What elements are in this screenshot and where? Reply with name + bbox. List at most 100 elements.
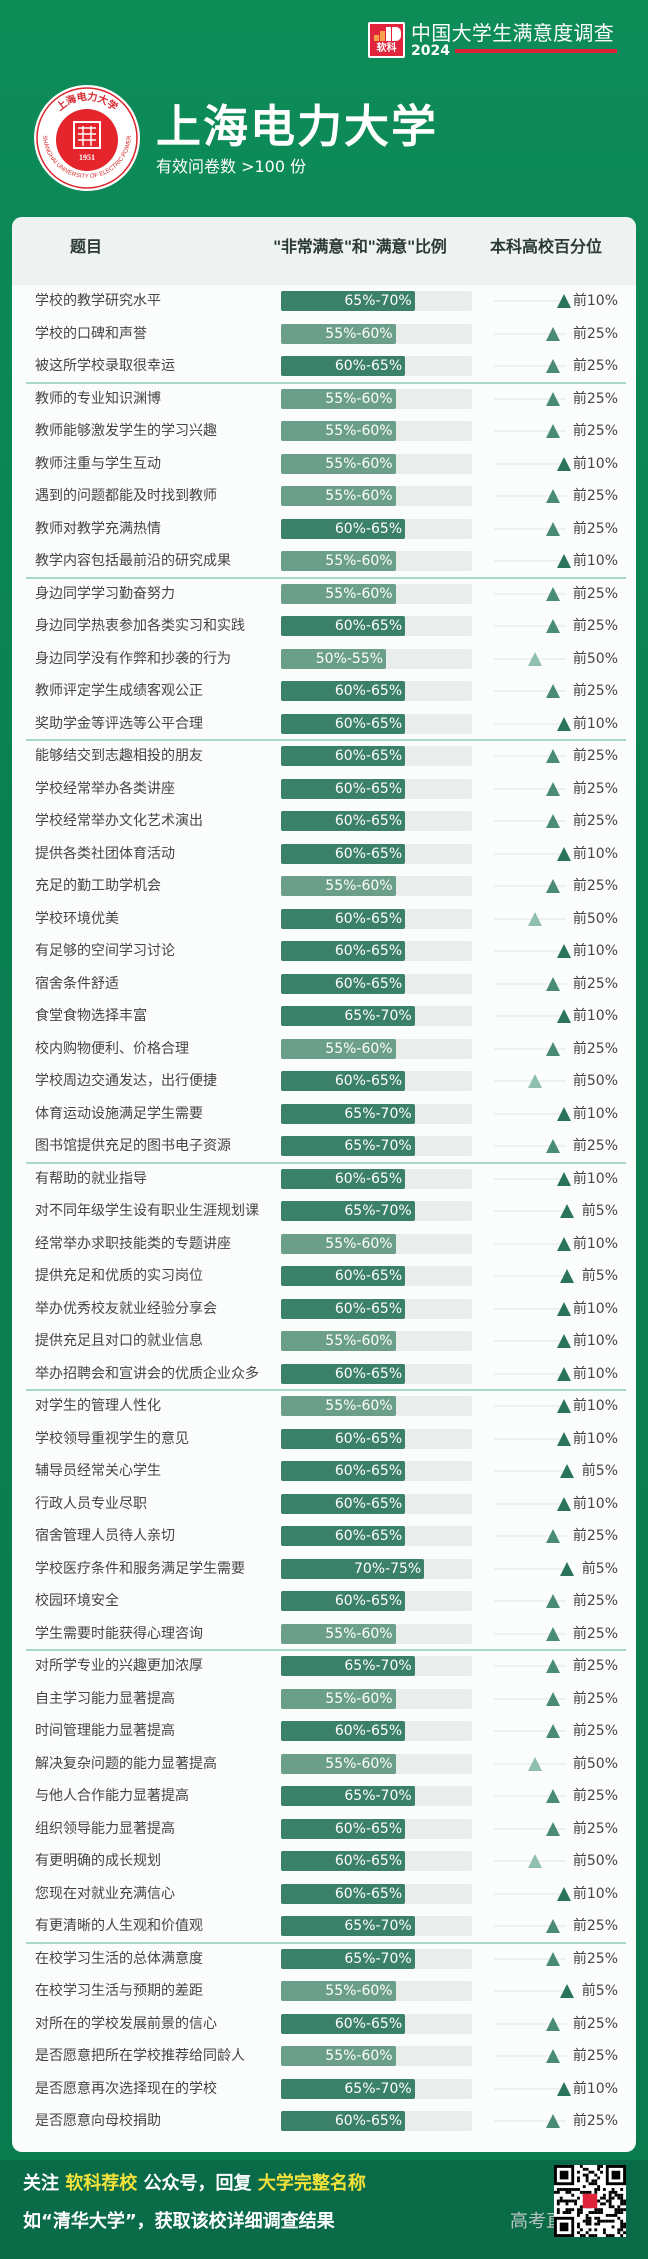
ratio-bar: 60%-65% — [281, 1266, 406, 1286]
table-row: 学校领导重视学生的意见 60%-65% 前10% — [12, 1423, 636, 1456]
ratio-bar-track: 60%-65% — [281, 908, 472, 929]
percentile-value: 前25% — [572, 1788, 618, 1804]
item-label: 学校周边交通发达，出行便捷 — [35, 1073, 217, 1089]
triangle-up-icon — [557, 1301, 571, 1316]
survey-title: 中国大学生满意度调查 — [411, 21, 614, 45]
percentile-track — [494, 495, 566, 497]
percentile-value: 前25% — [572, 2015, 618, 2032]
ratio-bar-track: 55%-60% — [281, 583, 472, 604]
percentile-track — [494, 1925, 566, 1927]
table-row: 经常举办求职技能类的专题讲座 55%-60% 前10% — [12, 1228, 636, 1261]
percentile-value: 前50% — [572, 650, 618, 667]
triangle-up-icon — [546, 1659, 560, 1673]
ratio-bar-track: 60%-65% — [281, 1851, 472, 1871]
ratio-bar-track: 60%-65% — [281, 1526, 472, 1546]
ratio-bar-track: 60%-65% — [281, 1818, 472, 1839]
percentile-value: 前10% — [572, 1170, 618, 1187]
item-label: 您现在对就业充满信心 — [35, 1885, 175, 1902]
triangle-up-icon — [528, 911, 542, 926]
triangle-up-icon — [560, 1464, 574, 1478]
ratio-bar-track: 60%-65% — [281, 1721, 472, 1741]
triangle-up-icon — [546, 976, 560, 991]
table-row: 组织领导能力显著提高 60%-65% 前25% — [12, 1813, 636, 1846]
percentile-value: 前25% — [572, 2113, 618, 2129]
table-row: 在校学习生活的总体满意度 65%-70% 前25% — [12, 1943, 636, 1976]
ratio-bar: 60%-65% — [281, 1883, 406, 1904]
ratio-bar: 55%-60% — [281, 1753, 396, 1774]
item-label: 提供充足和优质的实习岗位 — [35, 1268, 203, 1284]
ratio-bar-track: 65%-70% — [281, 2078, 472, 2099]
ratio-bar: 65%-70% — [281, 291, 415, 311]
ratio-bar-track: 55%-60% — [281, 1623, 472, 1644]
percentile-value: 前25% — [572, 780, 618, 797]
item-label: 自主学习能力显著提高 — [35, 1690, 175, 1707]
table-group: 身边同学学习勤奋努力 55%-60% 前25% 身边同学热衷参加各类实习和实践 60%-… — [12, 578, 636, 741]
qr-code[interactable] — [554, 2165, 626, 2237]
percentile-value: 前5% — [581, 1560, 618, 1577]
ratio-bar-track: 55%-60% — [281, 388, 472, 409]
percentile-track — [494, 2022, 566, 2025]
item-label: 身边同学热衷参加各类实习和实践 — [35, 618, 245, 634]
triangle-up-icon — [557, 1886, 571, 1901]
ratio-bar: 55%-60% — [281, 486, 396, 506]
item-label: 组织领导能力显著提高 — [35, 1820, 175, 1837]
triangle-up-icon — [528, 1854, 542, 1868]
table-row: 举办优秀校友就业经验分享会 60%-65% 前10% — [12, 1293, 636, 1326]
percentile-value: 前25% — [572, 813, 618, 829]
triangle-up-icon — [546, 1594, 560, 1608]
item-label: 教师评定学生成绩客观公正 — [35, 683, 203, 699]
percentile-value: 前10% — [572, 1430, 618, 1447]
table-row: 您现在对就业充满信心 60%-65% 前10% — [12, 1878, 636, 1911]
item-label: 辅导员经常关心学生 — [35, 1463, 161, 1479]
footer-text: 关注 — [23, 2173, 66, 2194]
ratio-bar-track: 60%-65% — [281, 1591, 472, 1611]
percentile-track — [494, 1892, 566, 1895]
table-row: 食堂食物选择丰富 65%-70% 前10% — [12, 1000, 636, 1033]
ratio-bar: 60%-65% — [281, 1428, 406, 1449]
ratio-bar: 70%-75% — [281, 1558, 425, 1579]
table-group: 学校的教学研究水平 65%-70% 前10% 学校的口碑和声誉 55%-60% 前25% 被… — [12, 285, 636, 383]
column-header-percentile: 本科高校百分位 — [490, 237, 603, 256]
item-label: 提供各类社团体育活动 — [35, 845, 175, 862]
triangle-up-icon — [546, 489, 560, 503]
percentile-track — [494, 1307, 566, 1310]
table-group: 能够结交到志趣相投的朋友 60%-65% 前25% 学校经常举办各类讲座 60%-65%… — [12, 740, 636, 1163]
table-row: 学校的教学研究水平 65%-70% 前10% — [12, 285, 636, 318]
percentile-track — [494, 430, 566, 432]
percentile-track — [494, 1795, 566, 1797]
percentile-value: 前10% — [572, 1008, 618, 1024]
ratio-bar: 60%-65% — [281, 778, 406, 799]
item-label: 能够结交到志趣相投的朋友 — [35, 748, 203, 764]
percentile-track — [494, 1210, 566, 1212]
triangle-up-icon — [546, 359, 560, 373]
ratio-bar: 55%-60% — [281, 388, 396, 409]
ratio-bar-track: 65%-70% — [281, 291, 472, 311]
percentile-track — [494, 300, 566, 302]
percentile-value: 前10% — [572, 553, 618, 569]
item-label: 教师对教学充满热情 — [35, 520, 161, 537]
ratio-bar: 55%-60% — [281, 1688, 396, 1709]
ratio-bar: 60%-65% — [281, 1818, 406, 1839]
percentile-track — [494, 1145, 566, 1147]
item-label: 学校的教学研究水平 — [35, 293, 161, 309]
item-label: 有足够的空间学习讨论 — [35, 943, 175, 959]
item-label: 身边同学学习勤奋努力 — [35, 585, 175, 602]
item-label: 对所学专业的兴趣更加浓厚 — [35, 1658, 203, 1674]
ratio-bar: 60%-65% — [281, 2111, 406, 2131]
table-row: 学校经常举办文化艺术演出 60%-65% 前25% — [12, 805, 636, 838]
table-row: 被这所学校录取很幸运 60%-65% 前25% — [12, 350, 636, 383]
percentile-track — [494, 1275, 566, 1277]
percentile-value: 前10% — [572, 2080, 618, 2097]
ratio-bar-track: 60%-65% — [281, 616, 472, 636]
ratio-bar: 65%-70% — [281, 1103, 415, 1124]
table-group: 对学生的管理人性化 55%-60% 前10% 学校领导重视学生的意见 60%-65% 前1… — [12, 1390, 636, 1651]
percentile-value: 前25% — [572, 1723, 618, 1739]
percentile-value: 前25% — [572, 1918, 618, 1934]
ratio-bar-track: 55%-60% — [281, 2046, 472, 2066]
percentile-track — [494, 527, 566, 530]
column-header-ratio: "非常满意"和"满意"比例 — [273, 237, 447, 256]
item-label: 校内购物便利、价格合理 — [35, 1040, 189, 1057]
ratio-bar-track: 55%-60% — [281, 1233, 472, 1254]
percentile-track — [494, 332, 566, 335]
triangle-up-icon — [560, 1561, 574, 1576]
